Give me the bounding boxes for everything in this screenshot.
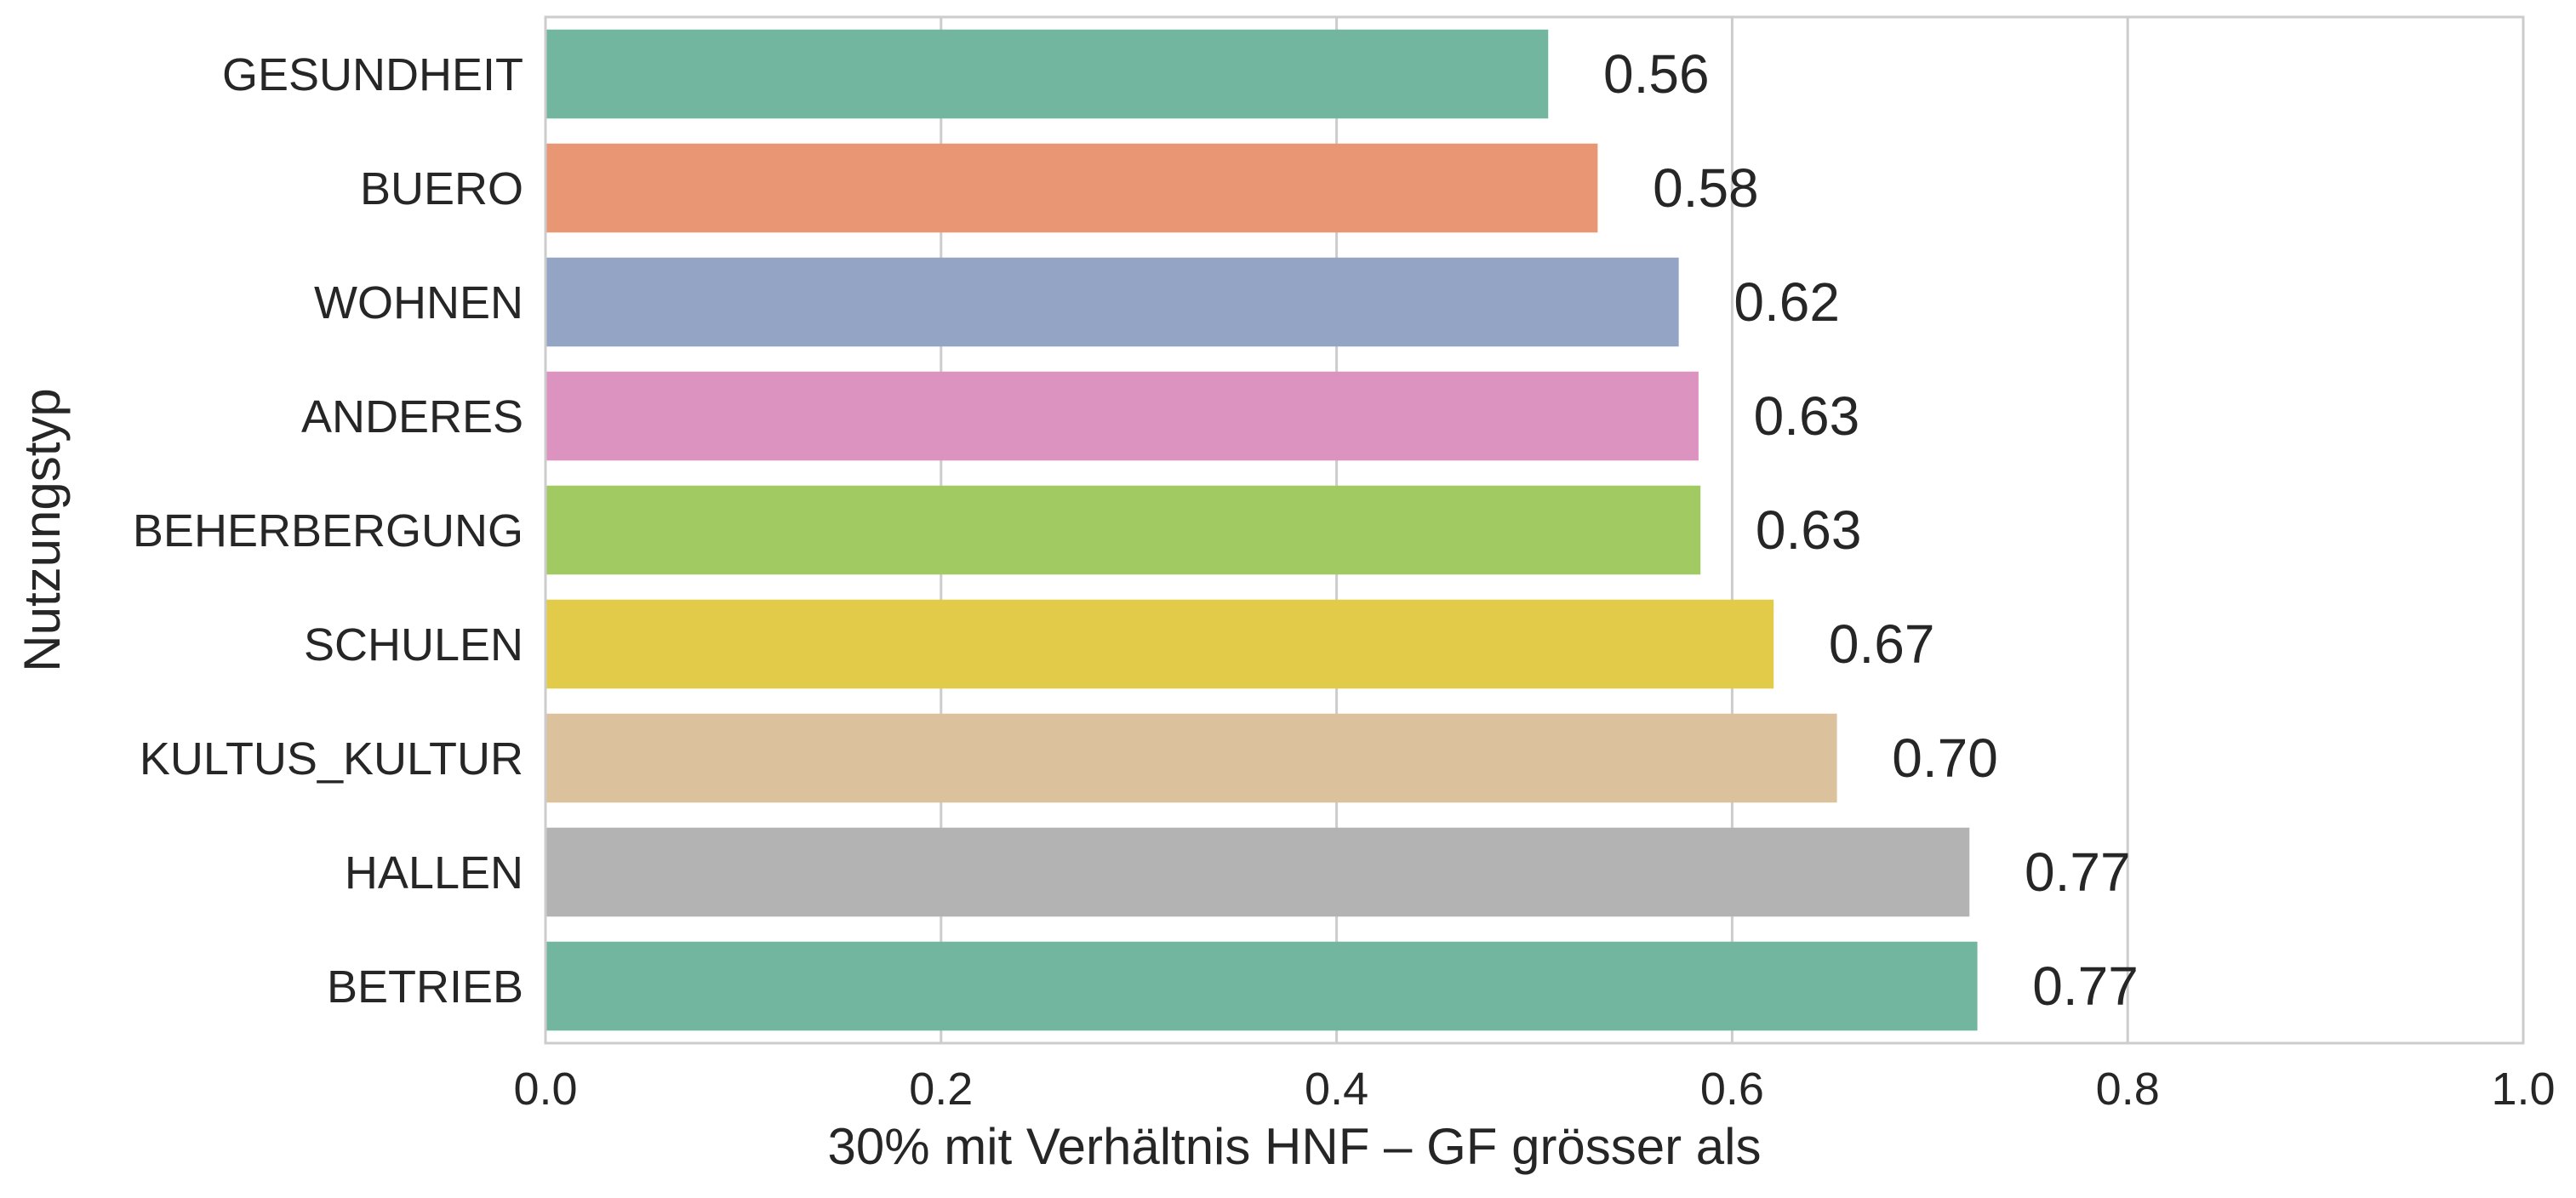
bar-beherbergung	[545, 485, 1701, 575]
bars	[545, 29, 1978, 1031]
x-tick-label: 1.0	[2491, 1064, 2555, 1115]
y-tick-label: HALLEN	[345, 847, 523, 898]
x-axis-title: 30% mit Verhältnis HNF – GF grösser als	[827, 1118, 1761, 1175]
y-tick-label: KULTUS_KULTUR	[140, 733, 523, 784]
data-label: 0.77	[2032, 956, 2139, 1017]
x-tick-label: 0.0	[513, 1064, 577, 1115]
y-tick-label: GESUNDHEIT	[222, 49, 523, 100]
bar-hallen	[545, 827, 1970, 917]
data-label: 0.67	[1829, 613, 1935, 675]
x-axis-ticks: 0.0 0.2 0.4 0.6 0.8 1.0	[513, 1064, 2555, 1115]
bar-anderes	[545, 371, 1699, 461]
data-labels: 0.56 0.58 0.62 0.63 0.63 0.67 0.70 0.77 0.77	[1603, 43, 2139, 1017]
plot-frame	[544, 15, 2525, 1045]
data-label: 0.63	[1754, 385, 1860, 447]
data-label: 0.70	[1892, 727, 1998, 789]
data-label: 0.63	[1756, 499, 1862, 561]
x-tick-label: 0.4	[1305, 1064, 1368, 1115]
y-axis-title: Nutzungstyp	[14, 388, 71, 672]
data-label: 0.56	[1603, 43, 1710, 105]
data-label: 0.77	[2025, 841, 2131, 903]
y-tick-label: WOHNEN	[314, 277, 523, 328]
bar-buero	[545, 143, 1598, 233]
y-tick-label: BEHERBERGUNG	[133, 505, 523, 556]
bar-schulen	[545, 599, 1774, 689]
bar-kultus-kultur	[545, 713, 1837, 803]
x-tick-label: 0.8	[2096, 1064, 2160, 1115]
bar-gesundheit	[545, 29, 1549, 119]
x-tick-label: 0.6	[1700, 1064, 1764, 1115]
plot-border	[544, 15, 2525, 1045]
y-tick-label: BUERO	[360, 163, 523, 214]
bar-wohnen	[545, 257, 1679, 347]
y-tick-label: SCHULEN	[304, 619, 523, 670]
data-label: 0.62	[1734, 271, 1840, 333]
data-label: 0.58	[1653, 157, 1759, 219]
y-tick-label: BETRIEB	[327, 961, 523, 1013]
bar-betrieb	[545, 941, 1978, 1031]
y-tick-label: ANDERES	[301, 391, 523, 442]
x-tick-label: 0.2	[909, 1064, 973, 1115]
y-axis-ticks: GESUNDHEIT BUERO WOHNEN ANDERES BEHERBERGUNG…	[133, 49, 523, 1013]
